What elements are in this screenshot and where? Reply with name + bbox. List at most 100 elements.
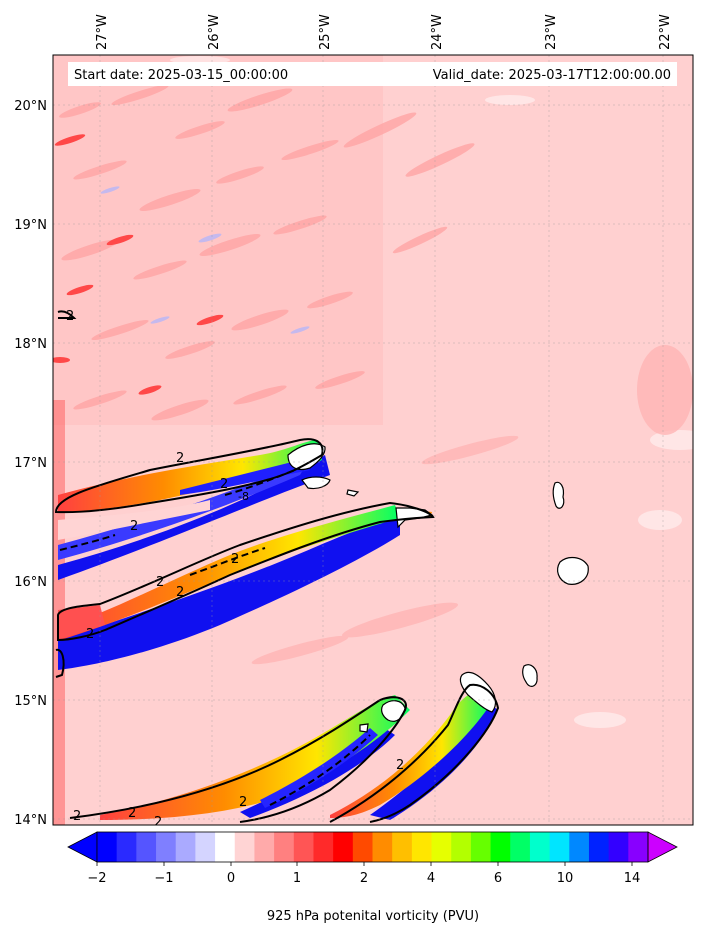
colorbar-segment (175, 832, 196, 862)
colorbar-segment (293, 832, 315, 862)
colorbar-segment (392, 832, 413, 862)
lat-label-20n: 20°N (14, 99, 47, 114)
latitude-labels: 20°N 19°N 18°N 17°N 16°N 15°N 14°N (14, 99, 47, 828)
cbar-tick-4: 2 (360, 871, 368, 886)
contour-label-13: 2 (66, 309, 74, 324)
lon-label-25w: 25°W (318, 14, 333, 50)
colorbar-segment (215, 832, 236, 862)
colorbar-over-arrow (647, 831, 678, 863)
cbar-tick-8: 14 (624, 871, 641, 886)
colorbar-segment (352, 832, 374, 862)
pv-contours (54, 310, 500, 823)
colorbar: −2 −1 0 1 2 4 6 10 14 925 hPa potenital … (67, 831, 678, 924)
lat-label-19n: 19°N (14, 218, 47, 233)
contour-wake2 (57, 501, 435, 642)
valid-date-label: Valid_date: 2025-03-17T12:00:00.00 (433, 68, 671, 83)
contour-label-8: 2 (396, 758, 404, 773)
date-banner (68, 62, 677, 86)
contour-label-neg: -8 (238, 490, 249, 503)
wake2-negative-lobe (58, 515, 400, 670)
colorbar-segment (549, 832, 570, 862)
cbar-tick-0: −2 (87, 871, 106, 886)
colorbar-ticks (96, 862, 633, 866)
lat-label-16n: 16°N (14, 575, 47, 590)
start-date-label: Start date: 2025-03-15_00:00:00 (74, 68, 288, 83)
colorbar-segment (136, 832, 157, 862)
cbar-tick-7: 10 (557, 871, 574, 886)
colorbar-segment (628, 832, 649, 862)
wave-train-pattern (53, 55, 693, 728)
islands (287, 443, 589, 733)
lon-label-26w: 26°W (207, 14, 222, 50)
cbar-tick-5: 4 (427, 871, 435, 886)
colorbar-segment (254, 832, 275, 862)
wake2-positive-lobe (60, 505, 400, 640)
cbar-tick-3: 1 (293, 871, 301, 886)
contour-label-10: 2 (128, 806, 136, 821)
island-santo-antao (287, 443, 326, 471)
map-frame (52, 54, 694, 826)
colorbar-segment (97, 832, 118, 862)
contour-label-2: 2 (220, 477, 228, 492)
island-santiago (459, 671, 497, 713)
map-panel: 2 2 2 2 2 2 2 2 2 2 2 2 2 -8 (53, 55, 693, 830)
contour-label-6: 2 (176, 585, 184, 600)
lon-label-23w: 23°W (544, 14, 559, 50)
colorbar-segment (372, 832, 393, 862)
colorbar-segment (411, 832, 433, 862)
colorbar-segment (510, 832, 531, 862)
pv-negative-contours (59, 467, 371, 806)
contour-label-11: 2 (73, 809, 81, 824)
longitude-labels: 27°W 26°W 25°W 24°W 23°W 22°W (95, 14, 673, 50)
contour-label-7: 2 (86, 627, 94, 642)
island-brava (359, 723, 369, 733)
colorbar-segment (274, 832, 295, 862)
contour-wake3b (329, 683, 500, 823)
colorbar-segment (156, 832, 177, 862)
island-sal (552, 481, 565, 509)
colorbar-under-arrow (67, 831, 98, 863)
lon-label-24w: 24°W (430, 14, 445, 50)
wake-santo-antao (58, 440, 330, 580)
colorbar-segment (470, 832, 492, 862)
colorbar-segment (588, 832, 610, 862)
colorbar-segment (195, 832, 216, 862)
contour-label-12: 2 (154, 815, 162, 830)
gridlines (53, 55, 693, 825)
lon-label-22w: 22°W (658, 14, 673, 50)
wake1-negative-lobe (58, 455, 330, 580)
contour-wake1 (54, 438, 324, 514)
contour-label-3: 2 (130, 519, 138, 534)
contour-wake3a (69, 696, 407, 823)
wake-sao-nicolau (58, 505, 432, 670)
cbar-tick-2: 0 (227, 871, 235, 886)
colorbar-segments (97, 832, 649, 862)
contour-labels: 2 2 2 2 2 2 2 2 2 2 2 2 2 -8 (66, 309, 404, 830)
colorbar-segment (569, 832, 590, 862)
colorbar-segment (234, 832, 256, 862)
colorbar-segment (529, 832, 551, 862)
colorbar-segment (333, 832, 354, 862)
cbar-tick-6: 6 (494, 871, 502, 886)
colorbar-tick-labels: −2 −1 0 1 2 4 6 10 14 (87, 871, 640, 886)
lat-label-14n: 14°N (14, 813, 47, 828)
lon-label-27w: 27°W (95, 14, 110, 50)
colorbar-segment (431, 832, 452, 862)
colorbar-segment (608, 832, 629, 862)
colorbar-segment (116, 832, 137, 862)
island-santa-luzia (346, 489, 360, 497)
island-boa-vista (557, 556, 589, 585)
contour-label-9: 2 (239, 795, 247, 810)
lat-label-17n: 17°N (14, 456, 47, 471)
wake1-positive-lobe (58, 440, 322, 512)
colorbar-segment (313, 832, 334, 862)
lat-label-15n: 15°N (14, 694, 47, 709)
contour-label-5: 2 (156, 575, 164, 590)
colorbar-segment (451, 832, 472, 862)
contour-label-1: 2 (176, 451, 184, 466)
colorbar-frame (96, 831, 649, 863)
colorbar-label: 925 hPa potenital vorticity (PVU) (267, 909, 479, 924)
cbar-tick-1: −1 (154, 871, 173, 886)
lat-label-18n: 18°N (14, 337, 47, 352)
